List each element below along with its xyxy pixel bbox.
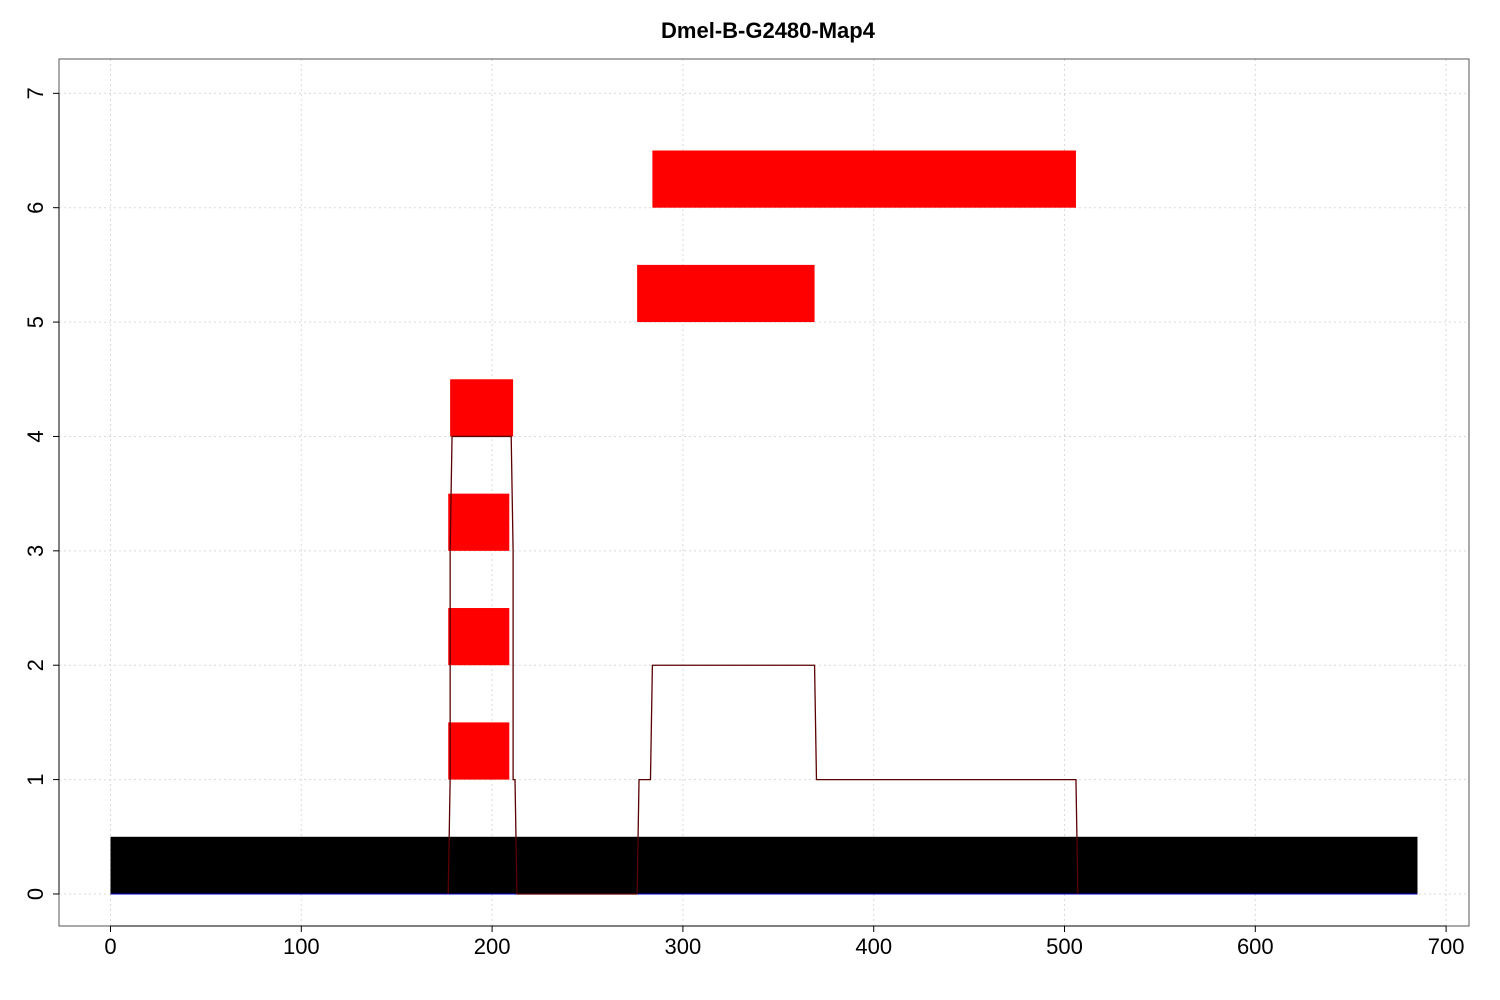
segments — [110, 150, 1418, 894]
coverage-line — [447, 435, 1079, 895]
segment-bar — [652, 150, 1076, 208]
segment-bar — [637, 264, 815, 323]
y-tick-label: 4 — [23, 430, 48, 442]
y-tick-label: 3 — [23, 545, 48, 557]
y-tick-label: 0 — [23, 888, 48, 900]
y-tick-label: 6 — [23, 202, 48, 214]
x-tick-label: 700 — [1428, 934, 1465, 959]
y-tick-label: 7 — [23, 87, 48, 99]
x-tick-label: 0 — [104, 934, 116, 959]
y-tick-label: 5 — [23, 316, 48, 328]
chart-title: Dmel-B-G2480-Map4 — [661, 18, 876, 43]
x-tick-label: 500 — [1046, 934, 1083, 959]
x-tick-label: 200 — [474, 934, 511, 959]
x-tick-label: 600 — [1237, 934, 1274, 959]
axes: 0 100 200 300 400 500 600 700 0 1 2 3 4 5 6 7 — [23, 87, 1464, 959]
coverage-lines — [110, 435, 1418, 895]
reference-bar — [110, 836, 1418, 894]
y-tick-label: 2 — [23, 659, 48, 671]
y-tick-label: 1 — [23, 773, 48, 785]
segment-bar — [450, 379, 514, 437]
x-tick-label: 100 — [283, 934, 320, 959]
segment-bar — [448, 608, 510, 666]
segment-bar — [448, 722, 510, 780]
x-tick-label: 400 — [855, 934, 892, 959]
segment-bar — [448, 493, 510, 551]
x-tick-label: 300 — [665, 934, 702, 959]
